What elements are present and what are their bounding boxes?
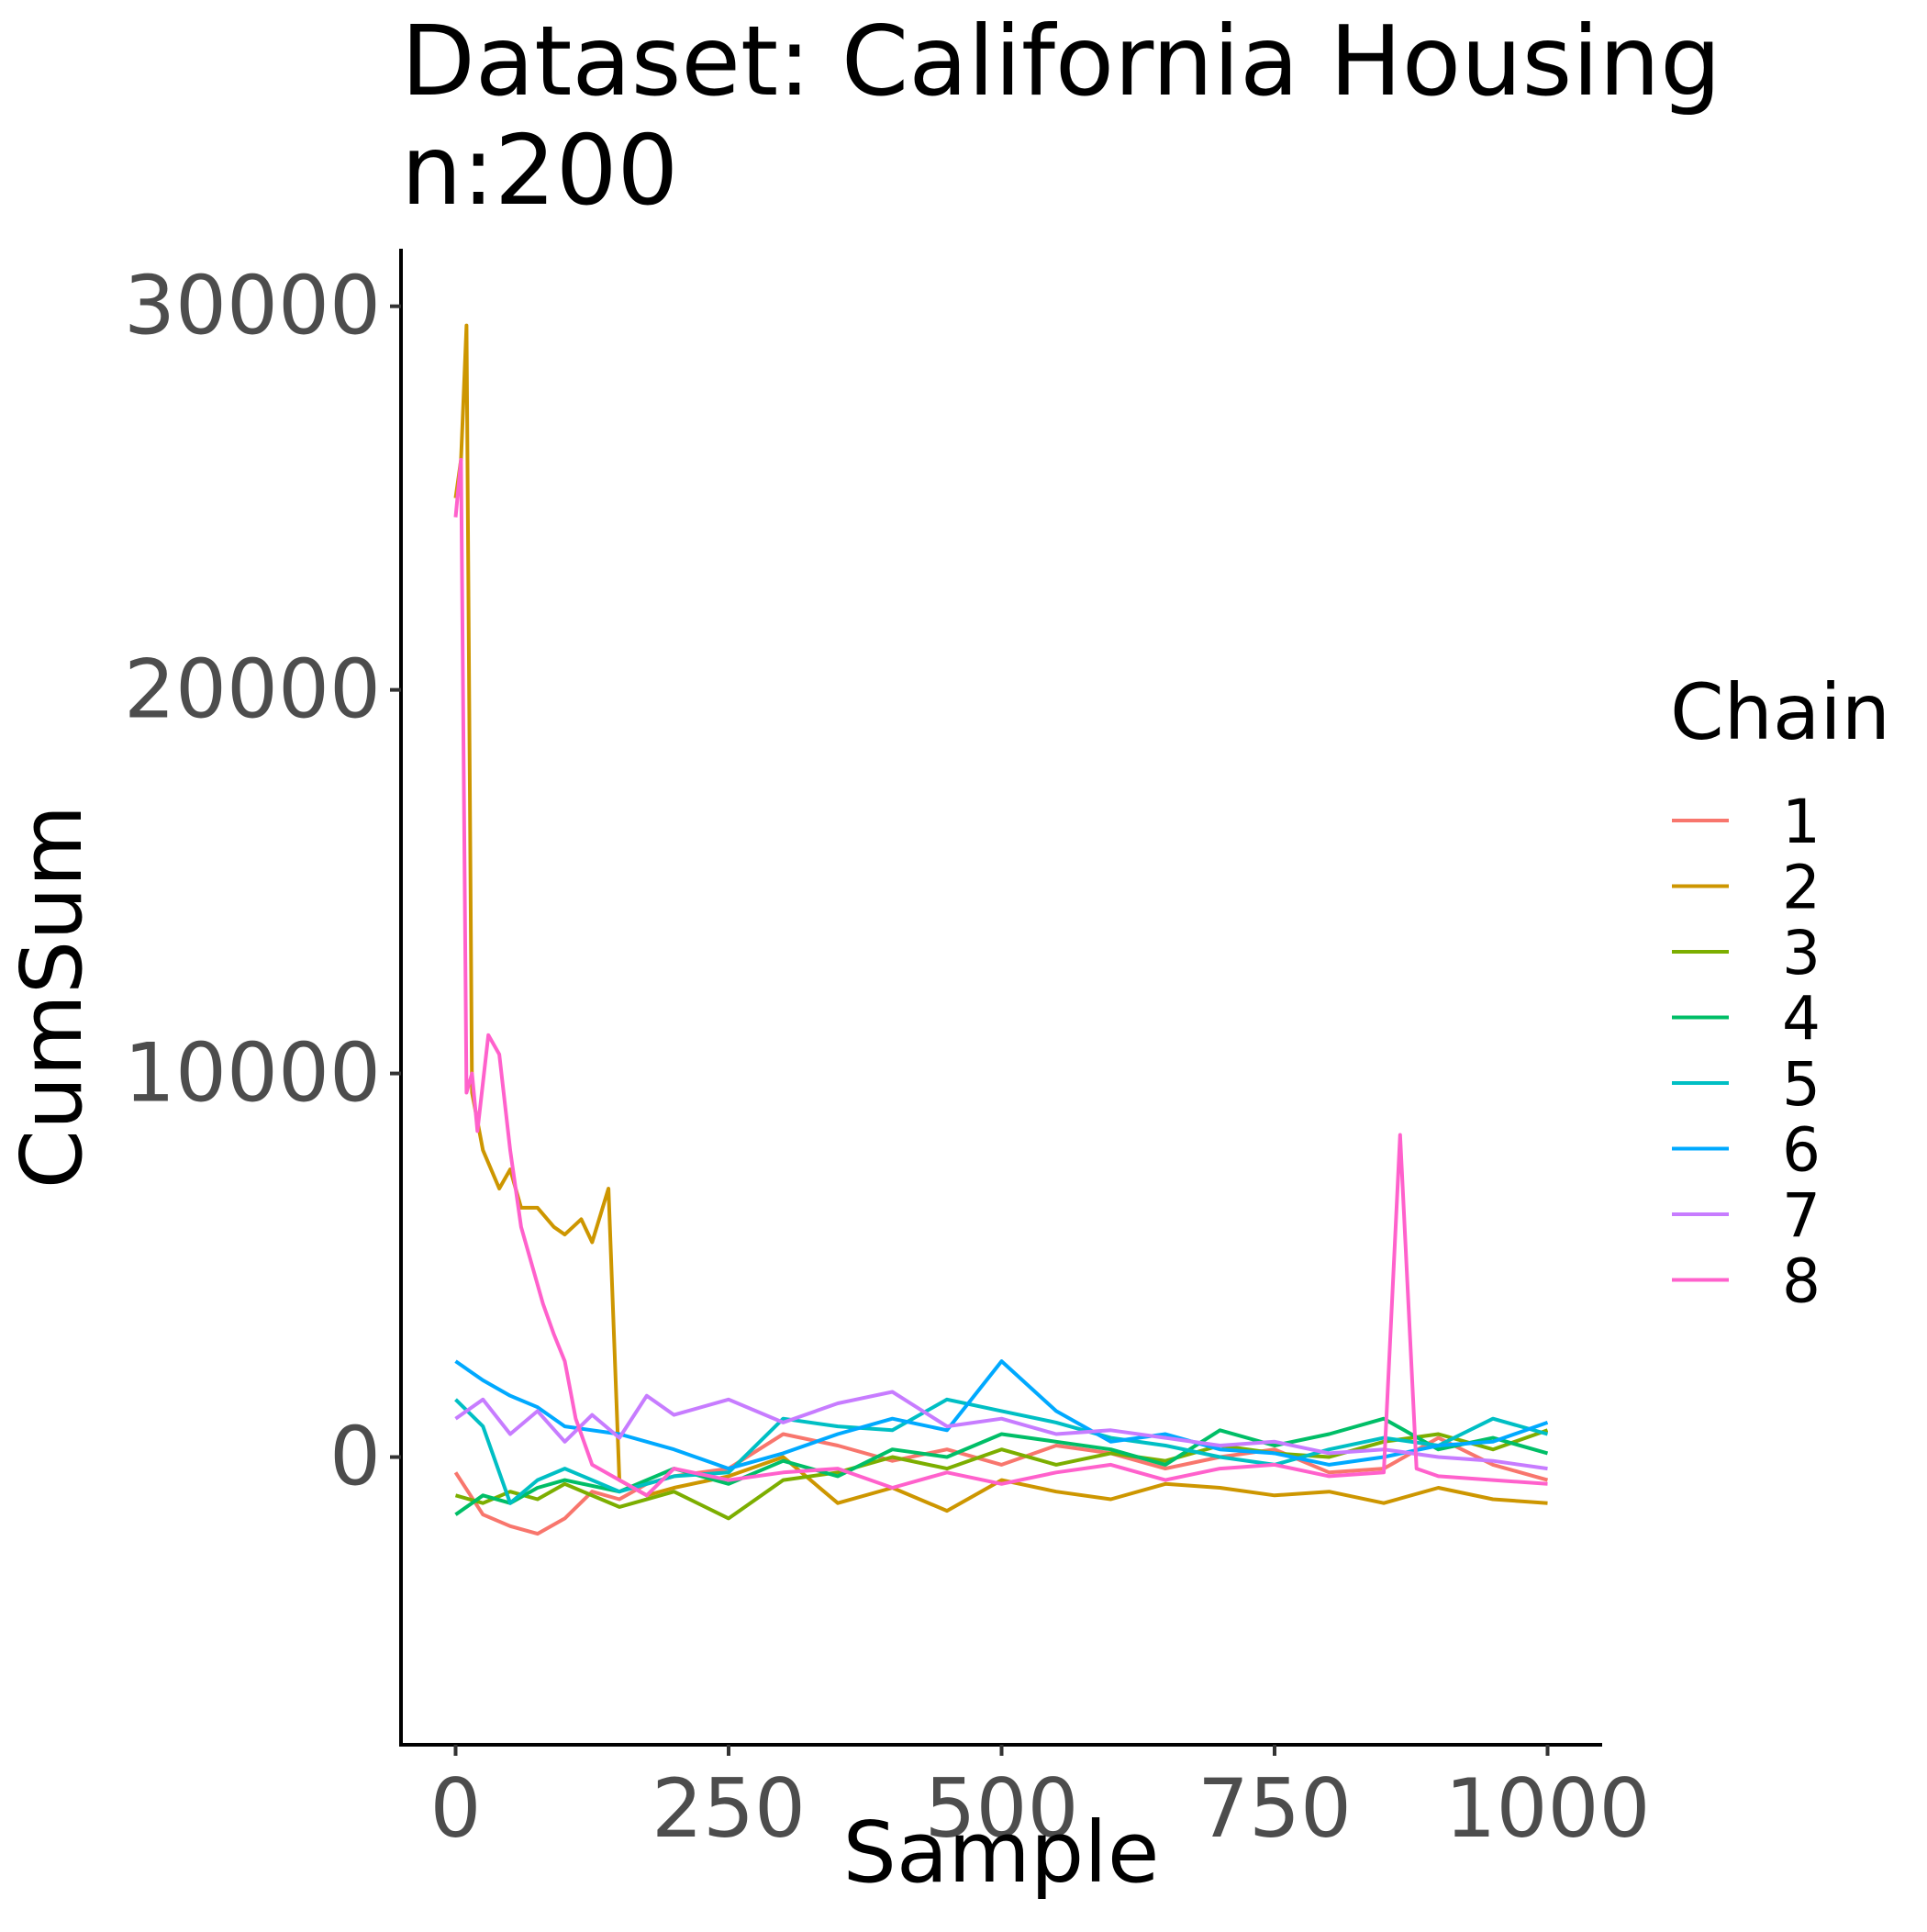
- legend-item-chain-8: 8: [1672, 1246, 1821, 1317]
- legend-label-chain-2: 2: [1782, 853, 1821, 923]
- y-tick-label: 0: [329, 1410, 381, 1504]
- legend-item-chain-2: 2: [1672, 853, 1821, 923]
- x-tick-label: 1000: [1445, 1761, 1651, 1856]
- legend-item-chain-7: 7: [1672, 1180, 1821, 1251]
- legend-label-chain-4: 4: [1782, 984, 1821, 1055]
- series-line-chain-1: [453, 1432, 1549, 1536]
- plot-title-line-1: Dataset: California Housing: [401, 6, 1721, 117]
- y-tick-label: 10000: [124, 1026, 381, 1121]
- legend-label-chain-8: 8: [1782, 1246, 1821, 1317]
- legend-item-chain-3: 3: [1672, 918, 1821, 988]
- legend-label-chain-7: 7: [1782, 1180, 1821, 1251]
- x-tick-label: 750: [1197, 1761, 1352, 1856]
- series-line-chain-5: [454, 1397, 1549, 1505]
- legend-item-chain-4: 4: [1672, 984, 1821, 1055]
- series-line-chain-7: [454, 1390, 1548, 1471]
- series-line-chain-4: [454, 1416, 1549, 1516]
- series-line-chain-6: [454, 1359, 1549, 1471]
- series-line-chain-8: [453, 457, 1548, 1498]
- y-axis-title: CumSum: [3, 805, 101, 1189]
- x-tick-label: 500: [925, 1761, 1079, 1856]
- y-axis-ticks: 0 10000 20000 30000: [124, 259, 401, 1504]
- y-tick-label: 30000: [124, 259, 381, 353]
- legend-label-chain-1: 1: [1782, 787, 1821, 857]
- plot-area: [453, 323, 1549, 1536]
- x-axis-title: Sample: [843, 1804, 1160, 1902]
- plot-title-line-2: n:200: [401, 115, 678, 227]
- legend-item-chain-6: 6: [1672, 1115, 1821, 1186]
- legend-label-chain-3: 3: [1782, 918, 1821, 988]
- x-tick-label: 0: [430, 1761, 482, 1856]
- legend-item-chain-5: 5: [1672, 1049, 1821, 1120]
- x-axis-ticks: 0 250 500 750 1000: [430, 1745, 1651, 1856]
- legend-label-chain-6: 6: [1782, 1115, 1821, 1186]
- series-line-chain-2: [453, 323, 1548, 1513]
- x-tick-label: 250: [652, 1761, 806, 1856]
- legend-item-chain-1: 1: [1672, 787, 1821, 857]
- legend-label-chain-5: 5: [1782, 1049, 1821, 1120]
- y-tick-label: 20000: [124, 642, 381, 737]
- legend-title: Chain: [1670, 667, 1890, 757]
